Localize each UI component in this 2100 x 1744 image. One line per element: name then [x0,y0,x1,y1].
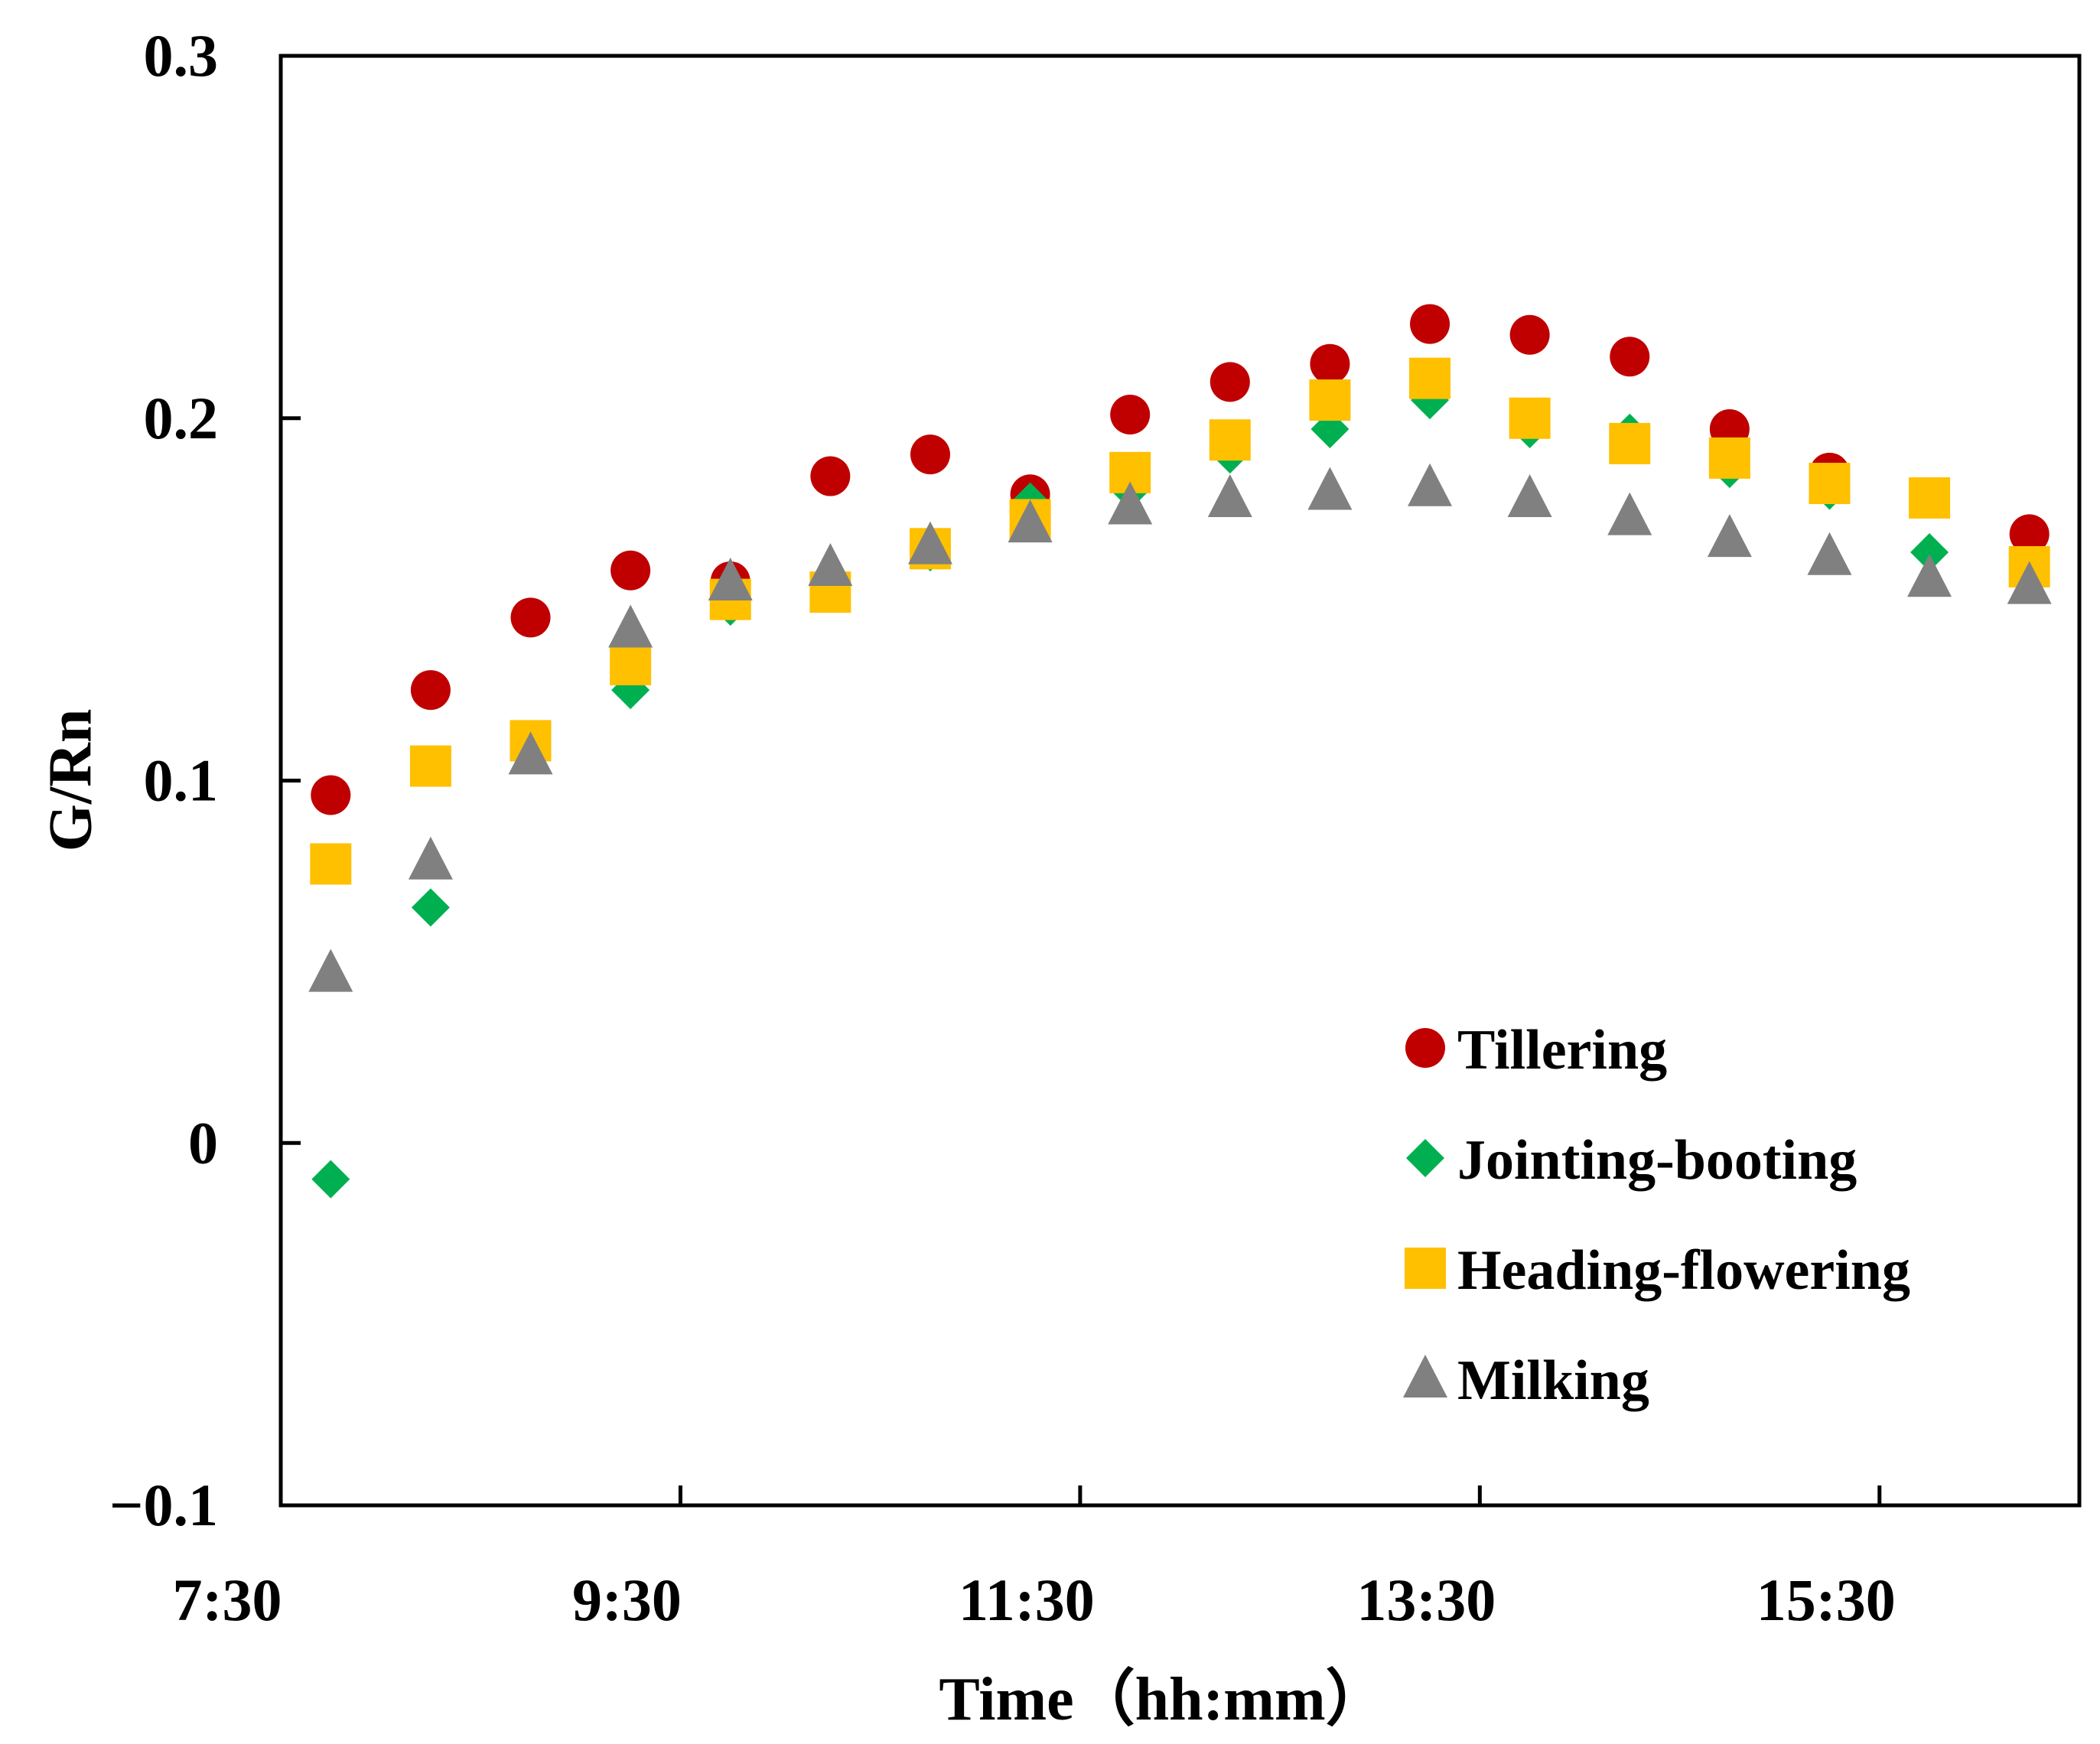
legend-label-jointing-booting: Jointing-booting [1457,1129,1857,1192]
x-axis-tick-labels: 7:30 9:30 11:30 13:30 15:30 [173,1567,1896,1633]
tillering-point [1310,343,1350,384]
tillering-point [1110,395,1151,435]
heading-flowering-point [610,643,652,685]
tillering-point [510,597,551,638]
plot-area-frame [278,54,2082,1508]
legend-marker-milking [1403,1355,1447,1397]
tillering-point [311,775,351,815]
legend-marker-tillering [1405,1028,1445,1068]
milking-point [1907,554,1952,597]
heading-flowering-point [1309,379,1351,421]
heading-flowering-point [1809,463,1851,505]
data-markers [308,304,2052,1199]
milking-point [1108,481,1153,525]
jointing-booting-point [311,1160,350,1199]
tillering-point [1610,337,1650,377]
x-tick-label: 7:30 [173,1567,282,1633]
heading-flowering-point [1209,419,1251,461]
y-tick-label: 0 [188,1109,218,1176]
milking-point [708,557,753,600]
heading-flowering-point [1909,477,1951,519]
milking-point [1807,532,1852,575]
x-tick-label: 11:30 [959,1567,1095,1633]
milking-point [1607,492,1652,535]
legend: Tillering Jointing-booting Heading-floweri… [1403,1019,1910,1412]
milking-point [608,604,653,648]
heading-flowering-point [1708,437,1750,479]
milking-point [408,836,453,880]
heading-flowering-point [1609,422,1651,464]
milking-point [2007,561,2052,604]
x-tick-label: 15:30 [1757,1567,1896,1633]
tillering-point [410,670,451,711]
legend-marker-heading-flowering [1405,1248,1446,1289]
milking-point [1207,473,1252,517]
tillering-point [910,434,950,475]
tillering-point [1210,362,1250,402]
tillering-point [2009,514,2050,555]
milking-point [1408,463,1453,506]
heading-flowering-point [310,843,352,885]
x-tick-label: 9:30 [572,1567,682,1633]
x-axis-title: Time（hh:mm） [939,1666,1386,1733]
heading-flowering-point [409,745,451,787]
heading-flowering-point [1509,397,1551,439]
series-milking [308,463,2052,992]
legend-label-tillering: Tillering [1457,1019,1667,1082]
milking-point [1507,473,1552,517]
tillering-point [1509,314,1550,355]
tillering-point [810,456,851,496]
x-axis-ticks [678,1485,1882,1505]
tillering-point [610,550,651,591]
milking-point [907,521,952,565]
y-tick-label: 0.3 [144,22,219,89]
jointing-booting-point [411,888,450,927]
y-axis-title: G/Rn [37,709,104,852]
legend-label-milking: Milking [1457,1349,1649,1412]
milking-point [308,948,353,992]
y-axis-tick-labels: 0.3 0.2 0.1 0 −0.1 [109,22,218,1538]
milking-point [1707,514,1752,558]
tillering-point [1410,304,1450,344]
y-tick-label: 0.1 [144,747,219,814]
milking-point [808,542,853,586]
legend-label-heading-flowering: Heading-flowering [1457,1239,1910,1302]
milking-point [1307,467,1353,510]
x-tick-label: 13:30 [1356,1567,1496,1633]
milking-point [1008,499,1053,543]
y-tick-label: −0.1 [109,1472,218,1538]
heading-flowering-point [1409,357,1451,399]
milking-point [508,731,553,775]
legend-marker-jointing-booting [1406,1139,1444,1177]
y-tick-label: 0.2 [144,385,219,451]
jointing-booting-point [1910,533,1949,572]
